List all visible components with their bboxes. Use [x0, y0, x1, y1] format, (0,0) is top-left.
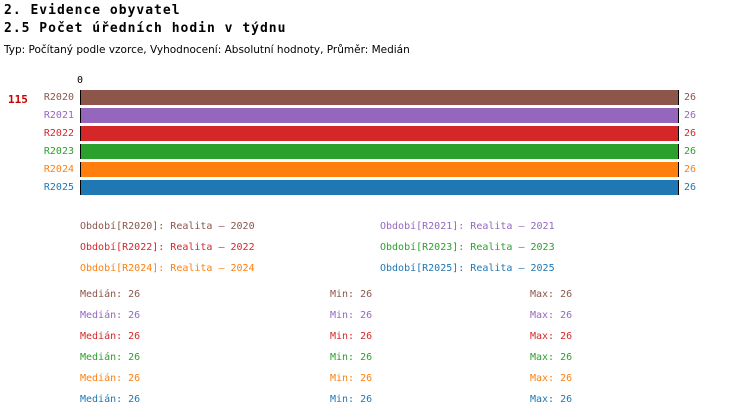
bar-row: R2020 26: [0, 90, 750, 105]
legend-item: Období[R2024]: Realita – 2024: [80, 263, 255, 274]
bar: [80, 126, 679, 141]
bar-row: R2025 26: [0, 180, 750, 195]
axis-origin-label: 0: [77, 75, 84, 86]
stat-min: Min: 26: [330, 394, 373, 405]
stat-median: Medián: 26: [80, 394, 141, 405]
stat-median: Medián: 26: [80, 289, 141, 300]
stats-row: Medián: 26 Min: 26 Max: 26: [0, 331, 750, 345]
bar-value-label: 26: [684, 110, 697, 121]
bar-category-label: R2025: [43, 182, 74, 193]
bar-category-label: R2022: [43, 128, 74, 139]
bar-row: R2021 26: [0, 108, 750, 123]
bar: [80, 108, 679, 123]
stat-min: Min: 26: [330, 289, 373, 300]
stat-max: Max: 26: [530, 331, 573, 342]
report-title: 2. Evidence obyvatel: [4, 3, 181, 18]
stats-row: Medián: 26 Min: 26 Max: 26: [0, 310, 750, 324]
stat-min: Min: 26: [330, 352, 373, 363]
stat-max: Max: 26: [530, 394, 573, 405]
bar-value-label: 26: [684, 182, 697, 193]
bar-row: R2022 26: [0, 126, 750, 141]
bar-value-label: 26: [684, 146, 697, 157]
bar: [80, 90, 679, 105]
stats-row: Medián: 26 Min: 26 Max: 26: [0, 373, 750, 387]
stat-median: Medián: 26: [80, 352, 141, 363]
bar-row: R2024 26: [0, 162, 750, 177]
bar-category-label: R2021: [43, 110, 74, 121]
bar-category-label: R2020: [43, 92, 74, 103]
bar-value-label: 26: [684, 128, 697, 139]
legend-item: Období[R2020]: Realita – 2020: [80, 221, 255, 232]
bar-row: R2023 26: [0, 144, 750, 159]
stat-max: Max: 26: [530, 310, 573, 321]
bar-category-label: R2023: [43, 146, 74, 157]
stat-median: Medián: 26: [80, 310, 141, 321]
legend-item: Období[R2021]: Realita – 2021: [380, 221, 555, 232]
bar: [80, 162, 679, 177]
stats-row: Medián: 26 Min: 26 Max: 26: [0, 394, 750, 408]
report-meta: Typ: Počítaný podle vzorce, Vyhodnocení:…: [4, 44, 410, 56]
legend-item: Období[R2022]: Realita – 2022: [80, 242, 255, 253]
stat-median: Medián: 26: [80, 331, 141, 342]
row-id-marker: 115: [8, 93, 28, 106]
bar-chart: R2020 26 R2021 26 R2022 26 R2023 26 R202…: [0, 90, 750, 195]
legend-item: Období[R2025]: Realita – 2025: [380, 263, 555, 274]
stat-min: Min: 26: [330, 310, 373, 321]
bar: [80, 144, 679, 159]
legend-item: Období[R2023]: Realita – 2023: [380, 242, 555, 253]
stats-row: Medián: 26 Min: 26 Max: 26: [0, 289, 750, 303]
stats-row: Medián: 26 Min: 26 Max: 26: [0, 352, 750, 366]
stat-median: Medián: 26: [80, 373, 141, 384]
stat-max: Max: 26: [530, 373, 573, 384]
stat-min: Min: 26: [330, 331, 373, 342]
report-subtitle: 2.5 Počet úředních hodin v týdnu: [4, 21, 287, 36]
bar-value-label: 26: [684, 164, 697, 175]
bar: [80, 180, 679, 195]
stat-max: Max: 26: [530, 352, 573, 363]
stat-min: Min: 26: [330, 373, 373, 384]
bar-category-label: R2024: [43, 164, 74, 175]
bar-value-label: 26: [684, 92, 697, 103]
stat-max: Max: 26: [530, 289, 573, 300]
